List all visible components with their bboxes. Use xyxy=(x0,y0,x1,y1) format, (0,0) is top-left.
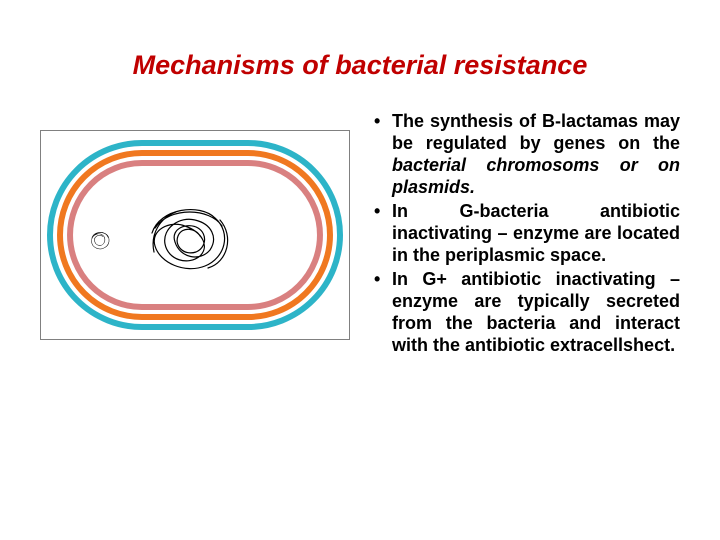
bullet-item: The synthesis of B-lactamas may be regul… xyxy=(370,111,680,199)
bullet-emphasis: bacterial chromosoms or on plasmids. xyxy=(392,155,680,197)
slide-title: Mechanisms of bacterial resistance xyxy=(40,50,680,81)
content-row: The synthesis of B-lactamas may be regul… xyxy=(40,111,680,358)
bacterium-diagram xyxy=(40,130,350,340)
bullet-text: The synthesis of B-lactamas may be regul… xyxy=(392,111,680,153)
text-column: The synthesis of B-lactamas may be regul… xyxy=(370,111,680,358)
bullet-list: The synthesis of B-lactamas may be regul… xyxy=(370,111,680,356)
bullet-item: In G-bacteria antibiotic inactivating – … xyxy=(370,201,680,267)
bullet-item: In G+ antibiotic inactivating – enzyme a… xyxy=(370,269,680,357)
bullet-text: In G-bacteria antibiotic inactivating – … xyxy=(392,201,680,265)
slide: Mechanisms of bacterial resistance The s… xyxy=(0,0,720,540)
bullet-text: In G+ antibiotic inactivating – enzyme a… xyxy=(392,269,680,355)
diagram-column xyxy=(40,111,350,358)
